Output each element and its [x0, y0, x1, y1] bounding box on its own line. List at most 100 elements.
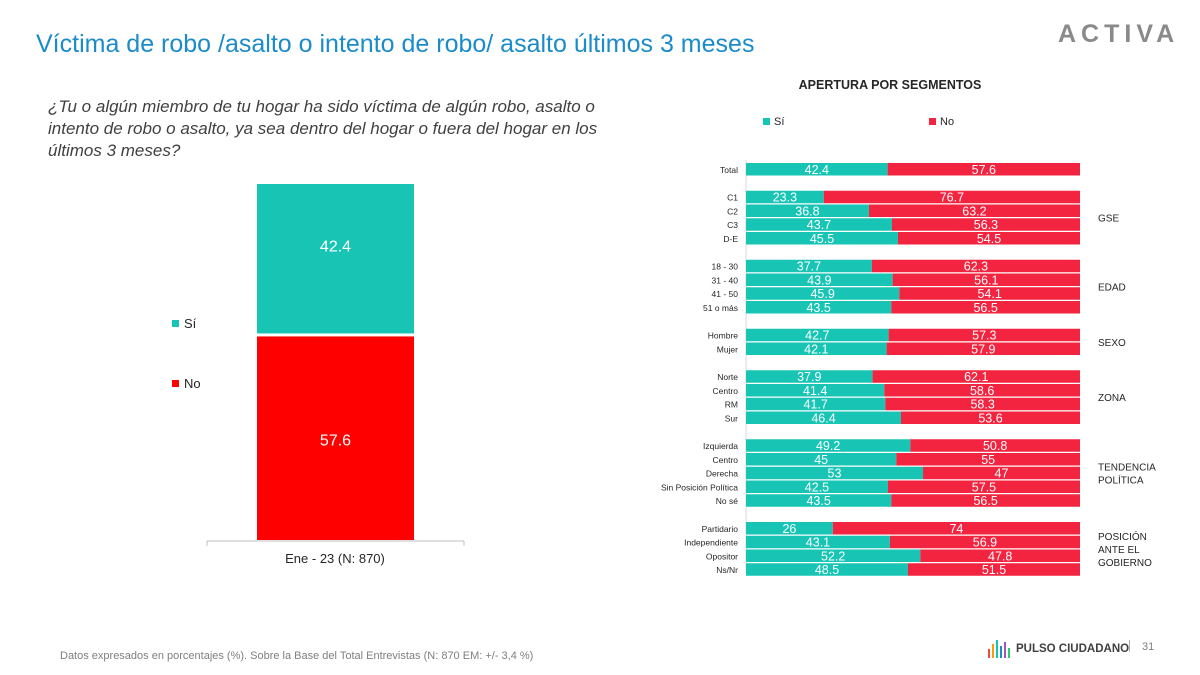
- bar-si-sur-4: [746, 411, 901, 424]
- bar-si-31-40-2: [746, 273, 893, 286]
- data-label-no-c1-1: 76.7: [940, 191, 964, 205]
- data-label-no-independiente-6: 56.9: [973, 536, 997, 550]
- bar-si-18-30-2: [746, 259, 872, 273]
- row-label-c1-1: C1: [727, 193, 738, 203]
- seg-legend-swatch-no: [929, 118, 936, 125]
- bar-si-c1-1: [746, 190, 824, 204]
- data-label-no-sur-4: 53.6: [978, 411, 1002, 425]
- data-label-si-centro-4: 41.4: [803, 384, 827, 398]
- data-label-no-hombre-3: 57.3: [972, 329, 996, 343]
- bar-no-opositor-6: [920, 549, 1080, 562]
- brand-label: PULSO CIUDADANO: [1016, 643, 1130, 655]
- data-label-si-sin-posici-n-pol-tica-5: 42.5: [805, 480, 829, 494]
- legend-swatch-si: [172, 320, 179, 327]
- data-label-si-d-e-1: 45.5: [810, 232, 834, 246]
- bar-si-total: [257, 184, 414, 334]
- row-label-18-30-2: 18 - 30: [712, 262, 739, 272]
- data-label-si-derecha-5: 53: [828, 467, 842, 481]
- row-label-norte-4: Norte: [717, 372, 738, 382]
- bar-si-hombre-3: [746, 328, 889, 342]
- bar-si-51-o-m-s-2: [746, 301, 892, 314]
- page-title: Víctima de robo /asalto o intento de rob…: [36, 30, 755, 58]
- data-label-no-centro-5: 55: [981, 453, 995, 467]
- data-label-no-18-30-2: 62.3: [964, 260, 988, 274]
- data-label-si-opositor-6: 52.2: [821, 549, 845, 563]
- row-label-c2-1: C2: [727, 206, 738, 216]
- data-label-si-hombre-3: 42.7: [805, 329, 829, 343]
- row-label-centro-5: Centro: [712, 455, 738, 465]
- row-label-c3-1: C3: [727, 220, 738, 230]
- seg-legend-label-no: No: [940, 116, 954, 128]
- bar-no-total-0: [887, 163, 1080, 176]
- bar-no-centro-4: [884, 384, 1080, 397]
- row-label-derecha-5: Derecha: [706, 469, 738, 479]
- data-label-no-total: 57.6: [320, 432, 351, 449]
- row-label-total-0: Total: [720, 165, 738, 175]
- legend-label-no: No: [184, 376, 201, 391]
- group-label-gse-0: GSE: [1098, 214, 1119, 225]
- bar-si-independiente-6: [746, 535, 890, 549]
- data-label-si-sur-4: 46.4: [811, 411, 835, 425]
- data-label-no-31-40-2: 56.1: [974, 273, 998, 287]
- x-axis-tick-label: Ene - 23 (N: 870): [285, 551, 385, 566]
- bar-no-hombre-3: [888, 328, 1080, 342]
- row-label-41-50-2: 41 - 50: [712, 289, 739, 299]
- row-label-opositor-6: Opositor: [706, 551, 738, 561]
- bar-no-partidario-6: [832, 522, 1080, 535]
- bar-si-opositor-6: [746, 549, 921, 562]
- bar-si-derecha-5: [746, 466, 924, 480]
- bar-si-ns-nr-6: [746, 563, 908, 576]
- bar-si-partidario-6: [746, 522, 833, 535]
- row-label-partidario-6: Partidario: [702, 524, 739, 534]
- bar-si-no-s-5: [746, 494, 892, 507]
- bar-si-sin-posici-n-pol-tica-5: [746, 480, 888, 493]
- page-separator: |: [1128, 640, 1131, 652]
- bar-no-mujer-3: [886, 342, 1080, 355]
- bar-no-independiente-6: [889, 535, 1080, 549]
- bar-no-sur-4: [900, 411, 1080, 424]
- bar-si-mujer-3: [746, 342, 887, 355]
- bar-no-c1-1: [823, 190, 1080, 204]
- data-label-si-mujer-3: 42.1: [804, 342, 828, 356]
- row-label-31-40-2: 31 - 40: [712, 275, 739, 285]
- survey-question: ¿Tu o algún miembro de tu hogar ha sido …: [48, 97, 598, 160]
- bar-si-centro-4: [746, 384, 885, 397]
- group-label-tendencia-pol-tica-0: TENDENCIA: [1098, 463, 1156, 474]
- footer-note: Datos expresados en porcentajes (%). Sob…: [60, 650, 534, 662]
- row-label-51-o-m-s-2: 51 o más: [703, 303, 738, 313]
- data-label-no-51-o-m-s-2: 56.5: [973, 301, 997, 315]
- row-label-rm-4: RM: [725, 400, 738, 410]
- data-label-si-norte-4: 37.9: [797, 370, 821, 384]
- data-label-si-c2-1: 36.8: [795, 204, 819, 218]
- data-label-si-izquierda-5: 49.2: [816, 439, 840, 453]
- bar-no-c3-1: [891, 218, 1080, 231]
- data-label-si-partidario-6: 26: [782, 522, 796, 536]
- data-label-no-partidario-6: 74: [949, 522, 963, 536]
- data-label-no-izquierda-5: 50.8: [983, 439, 1007, 453]
- bar-si-total-0: [746, 163, 888, 176]
- bar-no-no-s-5: [891, 494, 1080, 507]
- row-label-hombre-3: Hombre: [708, 331, 739, 341]
- bar-si-c3-1: [746, 218, 892, 231]
- seg-legend-label-si: Sí: [774, 116, 784, 128]
- data-label-no-d-e-1: 54.5: [977, 232, 1001, 246]
- data-label-si-18-30-2: 37.7: [797, 260, 821, 274]
- group-label-tendencia-pol-tica-1: POLÍTICA: [1098, 474, 1144, 487]
- data-label-si-51-o-m-s-2: 43.5: [806, 301, 830, 315]
- bar-no-rm-4: [885, 397, 1080, 411]
- bar-si-d-e-1: [746, 232, 898, 245]
- bar-no-izquierda-5: [910, 439, 1080, 452]
- data-label-no-total-0: 57.6: [972, 163, 996, 177]
- data-label-si-c3-1: 43.7: [807, 218, 831, 232]
- bars-logo-icon: [988, 640, 1010, 658]
- legend-swatch-no: [172, 380, 179, 387]
- row-label-independiente-6: Independiente: [684, 538, 738, 548]
- seg-legend-swatch-si: [763, 118, 770, 125]
- row-label-d-e-1: D-E: [723, 234, 738, 244]
- data-label-no-41-50-2: 54.1: [977, 287, 1001, 301]
- bar-no-centro-5: [896, 453, 1080, 466]
- data-label-si-independiente-6: 43.1: [806, 536, 830, 550]
- segments-chart-title: APERTURA POR SEGMENTOS: [798, 78, 982, 92]
- data-label-no-derecha-5: 47: [995, 467, 1009, 481]
